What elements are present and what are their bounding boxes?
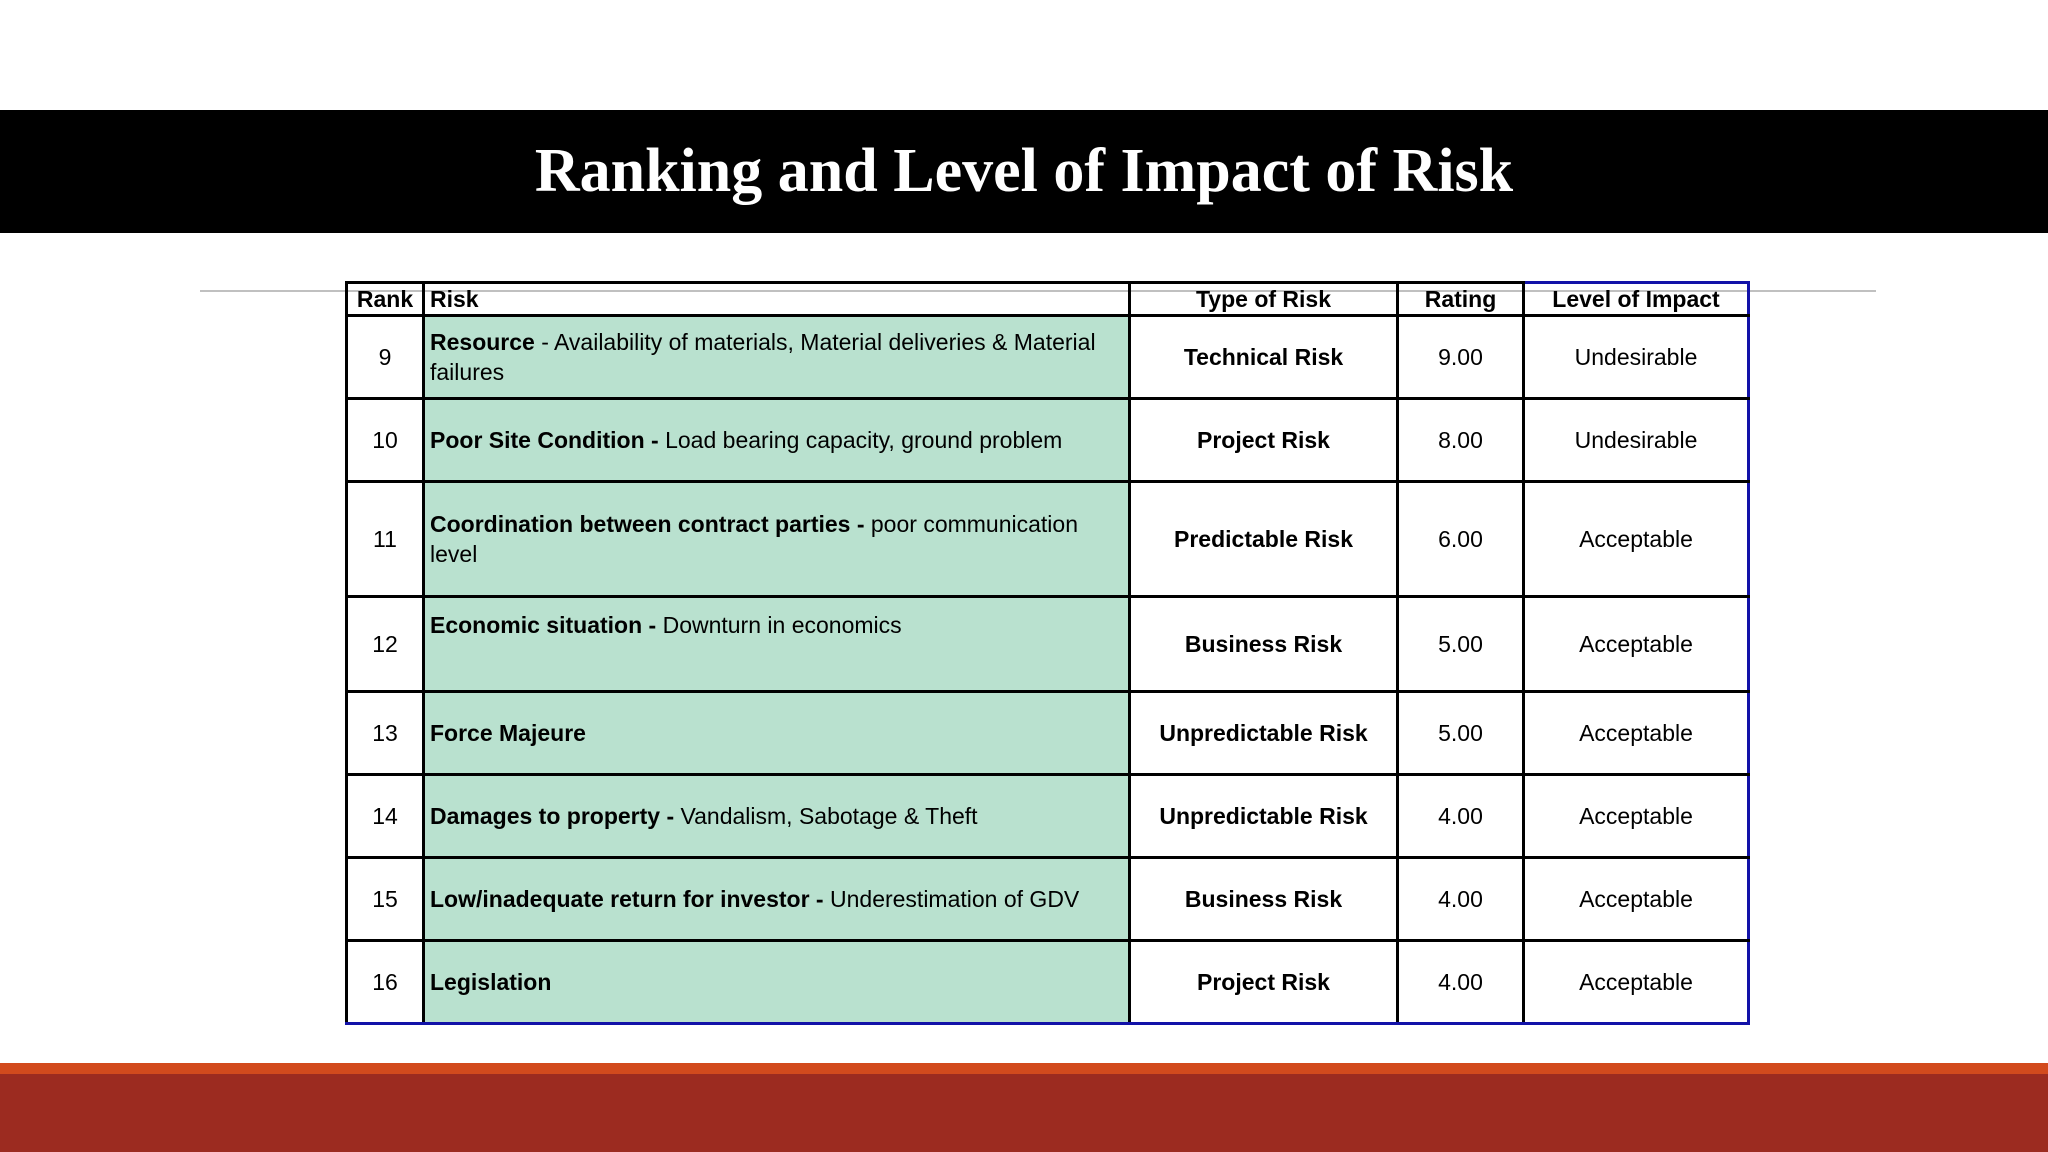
table-row: 9 Resource - Availability of materials, … <box>345 314 1750 400</box>
rating-cell: 6.00 <box>1396 480 1525 598</box>
title-bar: Ranking and Level of Impact of Risk <box>0 110 2048 233</box>
risk-title: Poor Site Condition - <box>430 427 659 453</box>
risk-description: - Availability of materials, Material de… <box>430 329 1096 385</box>
impact-cell: Undesirable <box>1522 397 1750 483</box>
risk-cell: Poor Site Condition - Load bearing capac… <box>422 397 1131 483</box>
header-type: Type of Risk <box>1128 281 1399 317</box>
bottom-accent-stripe <box>0 1063 2048 1074</box>
type-cell: Project Risk <box>1128 397 1399 483</box>
rank-cell: 13 <box>345 690 425 776</box>
rank-cell: 11 <box>345 480 425 598</box>
header-rating: Rating <box>1396 281 1525 317</box>
rating-cell: 5.00 <box>1396 690 1525 776</box>
rank-cell: 12 <box>345 595 425 693</box>
impact-cell: Acceptable <box>1522 773 1750 859</box>
risk-description: Downturn in economics <box>656 612 902 638</box>
risk-title: Resource <box>430 329 535 355</box>
risk-title: Damages to property - <box>430 803 675 829</box>
rating-cell: 4.00 <box>1396 773 1525 859</box>
header-rank: Rank <box>345 281 425 317</box>
risk-cell: Economic situation - Downturn in economi… <box>422 595 1131 693</box>
impact-cell: Acceptable <box>1522 690 1750 776</box>
risk-description: Underestimation of GDV <box>823 886 1080 912</box>
risk-table: Rank Risk Type of Risk Rating Level of I… <box>345 281 1750 1025</box>
table-row: 13 Force Majeure Unpredictable Risk 5.00… <box>345 690 1750 776</box>
rating-cell: 4.00 <box>1396 856 1525 942</box>
table-row: 12 Economic situation - Downturn in econ… <box>345 595 1750 693</box>
risk-title: Low/inadequate return for investor - <box>430 886 824 912</box>
rating-cell: 5.00 <box>1396 595 1525 693</box>
risk-cell: Legislation <box>422 939 1131 1025</box>
type-cell: Unpredictable Risk <box>1128 690 1399 776</box>
risk-description: Vandalism, Sabotage & Theft <box>674 803 978 829</box>
table-row: 14 Damages to property - Vandalism, Sabo… <box>345 773 1750 859</box>
table-row: 10 Poor Site Condition - Load bearing ca… <box>345 397 1750 483</box>
risk-cell: Low/inadequate return for investor - Und… <box>422 856 1131 942</box>
impact-cell: Acceptable <box>1522 595 1750 693</box>
rating-cell: 9.00 <box>1396 314 1525 400</box>
rank-cell: 15 <box>345 856 425 942</box>
type-cell: Unpredictable Risk <box>1128 773 1399 859</box>
risk-title: Legislation <box>430 969 552 995</box>
type-cell: Project Risk <box>1128 939 1399 1025</box>
impact-cell: Acceptable <box>1522 939 1750 1025</box>
risk-cell: Coordination between contract parties - … <box>422 480 1131 598</box>
risk-cell: Force Majeure <box>422 690 1131 776</box>
impact-cell: Acceptable <box>1522 856 1750 942</box>
rank-cell: 10 <box>345 397 425 483</box>
risk-title: Economic situation - <box>430 612 657 638</box>
rank-cell: 14 <box>345 773 425 859</box>
risk-description: Load bearing capacity, ground problem <box>658 427 1063 453</box>
bottom-band <box>0 1074 2048 1152</box>
slide-title: Ranking and Level of Impact of Risk <box>534 137 1514 205</box>
rating-cell: 4.00 <box>1396 939 1525 1025</box>
type-cell: Business Risk <box>1128 595 1399 693</box>
rank-cell: 9 <box>345 314 425 400</box>
table-row: 16 Legislation Project Risk 4.00 Accepta… <box>345 939 1750 1025</box>
risk-cell: Resource - Availability of materials, Ma… <box>422 314 1131 400</box>
risk-title: Force Majeure <box>430 720 586 746</box>
header-impact: Level of Impact <box>1522 281 1750 317</box>
risk-cell: Damages to property - Vandalism, Sabotag… <box>422 773 1131 859</box>
risk-description: poor communication level <box>430 511 1078 567</box>
impact-cell: Acceptable <box>1522 480 1750 598</box>
type-cell: Technical Risk <box>1128 314 1399 400</box>
rank-cell: 16 <box>345 939 425 1025</box>
table-header-row: Rank Risk Type of Risk Rating Level of I… <box>345 281 1750 317</box>
header-risk: Risk <box>422 281 1131 317</box>
risk-title: Coordination between contract parties - <box>430 511 865 537</box>
type-cell: Predictable Risk <box>1128 480 1399 598</box>
type-cell: Business Risk <box>1128 856 1399 942</box>
table-row: 11 Coordination between contract parties… <box>345 480 1750 598</box>
impact-cell: Undesirable <box>1522 314 1750 400</box>
table-row: 15 Low/inadequate return for investor - … <box>345 856 1750 942</box>
rating-cell: 8.00 <box>1396 397 1525 483</box>
